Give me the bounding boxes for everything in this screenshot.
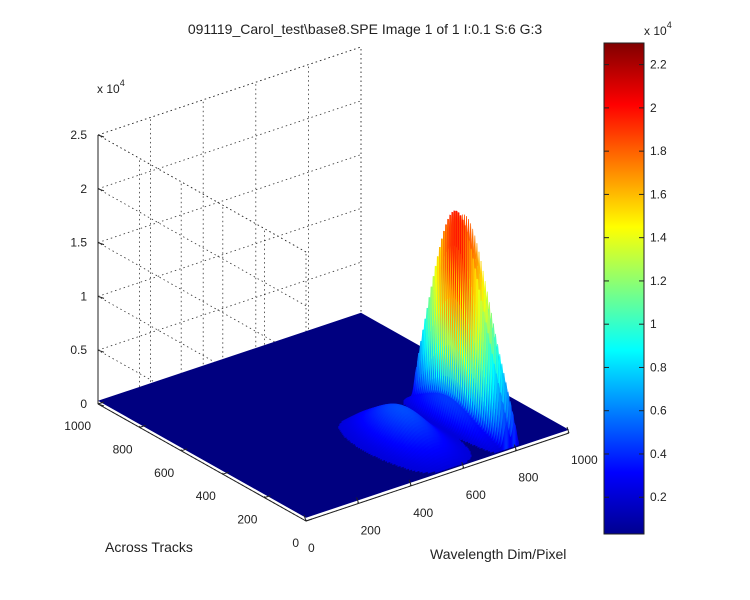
grid-line [97, 100, 362, 190]
y-tick-label: 200 [237, 513, 257, 527]
x-tick-label: 0 [308, 541, 315, 555]
x-tick-label: 400 [413, 506, 433, 520]
grid-line [97, 154, 362, 243]
y-tick-label: 0 [292, 536, 299, 550]
grid-line [97, 261, 362, 351]
y-axis-label: Across Tracks [105, 539, 193, 555]
z-tick-label: 2.5 [70, 128, 87, 142]
z-tick-label: 0.5 [70, 343, 87, 357]
x-tick-label: 1000 [571, 453, 598, 467]
z-tick-label: 0 [80, 397, 87, 411]
colorbar-tick-label: 2.2 [650, 58, 667, 72]
surface-patch [468, 456, 471, 460]
x-tick-label: 200 [361, 523, 381, 537]
colorbar-tick-label: 0.2 [650, 490, 667, 504]
colorbar-tick-label: 1.4 [650, 231, 667, 245]
colorbar-tick-label: 0.6 [650, 404, 667, 418]
colorbar-tick-label: 0.8 [650, 360, 667, 374]
grid-line [97, 208, 362, 297]
colorbar-tick-label: 1.6 [650, 187, 667, 201]
colorbar-exponent: x 104 [644, 20, 672, 38]
grid-line [97, 134, 307, 253]
colorbar-tick-label: 1.8 [650, 144, 667, 158]
grid-line [97, 349, 307, 468]
grid-line [97, 242, 307, 360]
colorbar-gradient [603, 42, 645, 535]
y-tick-label: 600 [154, 466, 174, 480]
z-tick-label: 1.5 [70, 236, 87, 250]
colorbar-tick-label: 0.4 [650, 447, 667, 461]
y-tick-label: 800 [113, 442, 133, 456]
y-tick-label: 400 [196, 489, 216, 503]
chart-title: 091119_Carol_test\base8.SPE Image 1 of 1… [188, 21, 543, 37]
surface [98, 210, 569, 518]
x-tick-label: 800 [518, 471, 538, 485]
colorbar-tick-label: 2 [650, 101, 657, 115]
z-tick-label: 1 [80, 289, 87, 303]
y-tick-label: 1000 [64, 419, 91, 433]
colorbar-tick-label: 1.2 [650, 274, 667, 288]
z-axis-exponent: x 104 [97, 78, 125, 96]
y-tick-mark [305, 518, 313, 522]
x-axis-label: Wavelength Dim/Pixel [430, 546, 566, 562]
grid-line [97, 46, 362, 136]
surface-patch [465, 459, 468, 463]
x-tick-label: 600 [466, 488, 486, 502]
colorbar-tick-label: 1 [650, 317, 657, 331]
grid-line [97, 188, 307, 307]
z-tick-label: 2 [80, 182, 87, 196]
colorbar: 0.2 0.4 0.6 0.8 1 1.2 1.4 1.6 1.8 2 2.2 x 104 [603, 20, 672, 535]
grid-line [97, 296, 307, 414]
